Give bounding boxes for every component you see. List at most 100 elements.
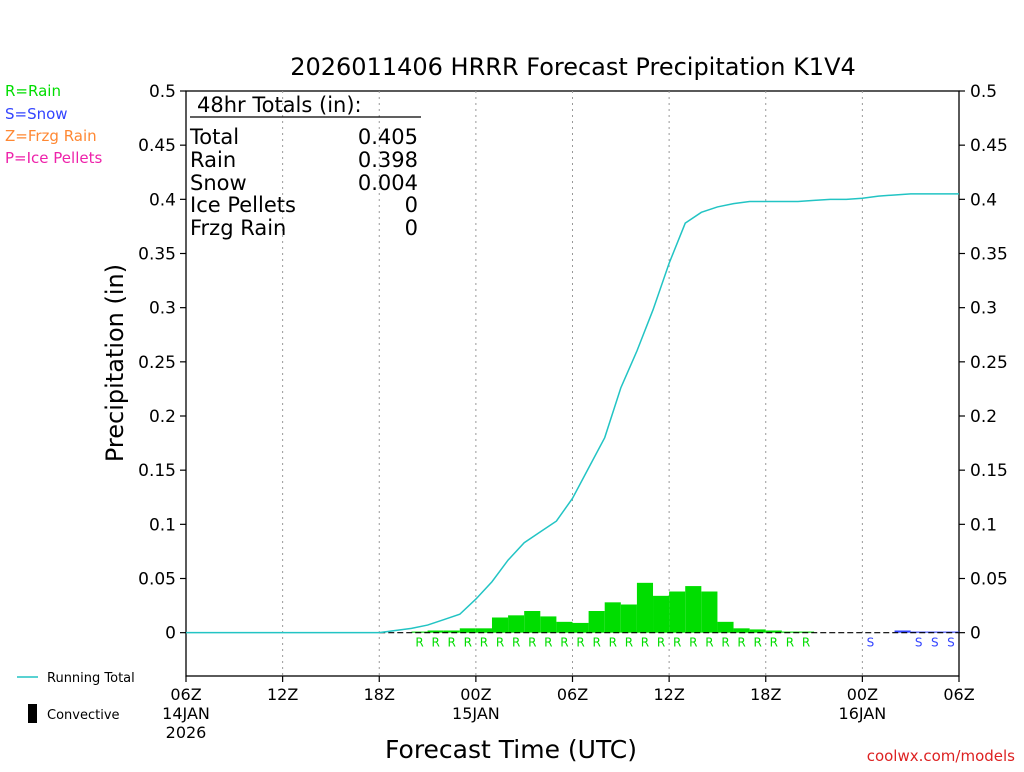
- x-gridlines: [282, 91, 863, 676]
- x-tick-label: 12Z: [267, 685, 298, 704]
- x-tick-label: 12Z: [653, 685, 684, 704]
- precip-bar: [910, 631, 927, 633]
- y-tick-label: 0.45: [138, 136, 176, 156]
- precip-type-marker: R: [802, 636, 810, 650]
- precip-bar: [717, 621, 734, 633]
- precip-type-marker: R: [770, 636, 778, 650]
- source-link[interactable]: coolwx.com/models: [867, 747, 1015, 765]
- precip-bar: [701, 591, 718, 633]
- precip-type-marker: R: [592, 636, 600, 650]
- y-tick-label: 0.4: [149, 190, 176, 210]
- precip-bar: [475, 628, 492, 633]
- precip-type-marker: R: [576, 636, 584, 650]
- precip-type-marker: R: [496, 636, 504, 650]
- x-tick-label: 15JAN: [452, 704, 500, 723]
- precip-type-marker: R: [673, 636, 681, 650]
- precip-bar: [669, 591, 686, 633]
- precip-type-marker: S: [931, 636, 939, 650]
- precip-type-marker: R: [737, 636, 745, 650]
- precip-bar: [604, 602, 621, 633]
- x-tick-label: 16JAN: [839, 704, 887, 723]
- y-tick-label: 0.15: [138, 461, 176, 481]
- x-tick-label: 18Z: [750, 685, 781, 704]
- plot-frame: [185, 90, 960, 677]
- y-tick-label: 0.5: [149, 82, 176, 102]
- precip-type-marker: R: [544, 636, 552, 650]
- x-tick-label: 00Z: [460, 685, 491, 704]
- precip-type-marker: R: [625, 636, 633, 650]
- y-tick-label: 0.25: [138, 353, 176, 373]
- x-tick-label: 06Z: [943, 685, 974, 704]
- totals-value: 0: [405, 193, 418, 217]
- totals-label: Frzg Rain: [190, 216, 286, 240]
- running-total-legend-label: Running Total: [47, 671, 135, 686]
- precip-bar: [427, 630, 444, 633]
- precip-type-marker: R: [786, 636, 794, 650]
- precip-type-marker: R: [721, 636, 729, 650]
- y-tick-label: 0.5: [970, 82, 997, 102]
- precip-bar: [685, 586, 702, 633]
- totals-value: 0.004: [358, 171, 418, 195]
- y-tick-label: 0.2: [149, 407, 176, 427]
- precip-bar: [926, 631, 943, 633]
- running-total-line: [186, 193, 959, 634]
- precip-bar: [588, 611, 605, 633]
- running-total-series: [186, 193, 959, 634]
- precip-bar: [540, 616, 557, 633]
- legend-frzg-rain: Z=Frzg Rain: [5, 127, 97, 145]
- x-tick-label: 18Z: [364, 685, 395, 704]
- precip-type-marker: S: [915, 636, 923, 650]
- precip-bar: [459, 628, 476, 633]
- y-axis-right: 0 0.05 0.1 0.15 0.2 0.25 0.3 0.35 0.4 0.45 0.5: [959, 82, 1008, 644]
- precip-type-marker: R: [641, 636, 649, 650]
- precip-type-marker: R: [464, 636, 472, 650]
- x-tick-label: 00Z: [847, 685, 878, 704]
- precip-bar: [572, 622, 589, 633]
- y-tick-label: 0.35: [970, 245, 1008, 265]
- y-tick-label: 0.15: [970, 461, 1008, 481]
- precip-bar: [894, 630, 911, 633]
- totals-value: 0.398: [358, 148, 418, 172]
- precip-type-marker: R: [754, 636, 762, 650]
- x-tick-label: 2026: [166, 723, 207, 742]
- precip-type-marker: S: [947, 636, 955, 650]
- hourly-precip-bars: [411, 582, 959, 633]
- precip-bar: [524, 611, 541, 633]
- y-tick-label: 0.1: [149, 515, 176, 535]
- precip-type-marker: R: [560, 636, 568, 650]
- precip-bar: [556, 621, 573, 633]
- precip-bar: [491, 617, 509, 633]
- y-tick-label: 0.3: [149, 299, 176, 319]
- precip-type-marker: R: [415, 636, 423, 650]
- totals-label: Rain: [190, 148, 236, 172]
- precip-type-marker: S: [867, 636, 875, 650]
- precip-bar: [765, 630, 782, 633]
- precip-bar: [620, 604, 637, 633]
- precip-type-marker: R: [689, 636, 697, 650]
- y-tick-label: 0.35: [138, 245, 176, 265]
- precip-type-marker: R: [480, 636, 488, 650]
- y-axis-left: 0 0.05 0.1 0.15 0.2 0.25 0.3 0.35 0.4 0.45 0.5: [138, 82, 186, 644]
- y-tick-label: 0.2: [970, 407, 997, 427]
- precip-type-marker: R: [431, 636, 439, 650]
- y-tick-label: 0.25: [970, 353, 1008, 373]
- precip-bar: [508, 615, 525, 633]
- totals-box: 48hr Totals (in): Total 0.405 Rain 0.398…: [189, 93, 421, 240]
- precip-bar: [443, 630, 460, 633]
- x-axis-label: Forecast Time (UTC): [385, 735, 637, 764]
- y-tick-label: 0.05: [970, 570, 1008, 590]
- x-tick-label: 06Z: [170, 685, 201, 704]
- y-axis-label: Precipitation (in): [101, 264, 129, 462]
- x-tick-label: 06Z: [557, 685, 588, 704]
- y-tick-label: 0.45: [970, 136, 1008, 156]
- precip-type-marker: R: [657, 636, 665, 650]
- y-tick-label: 0.4: [970, 190, 997, 210]
- chart-title: 2026011406 HRRR Forecast Precipitation K…: [290, 53, 856, 81]
- precip-bar: [733, 628, 750, 633]
- y-tick-label: 0: [970, 624, 981, 644]
- precip-type-marker: R: [705, 636, 713, 650]
- precip-bar: [653, 595, 670, 633]
- convective-legend-swatch: [28, 704, 37, 723]
